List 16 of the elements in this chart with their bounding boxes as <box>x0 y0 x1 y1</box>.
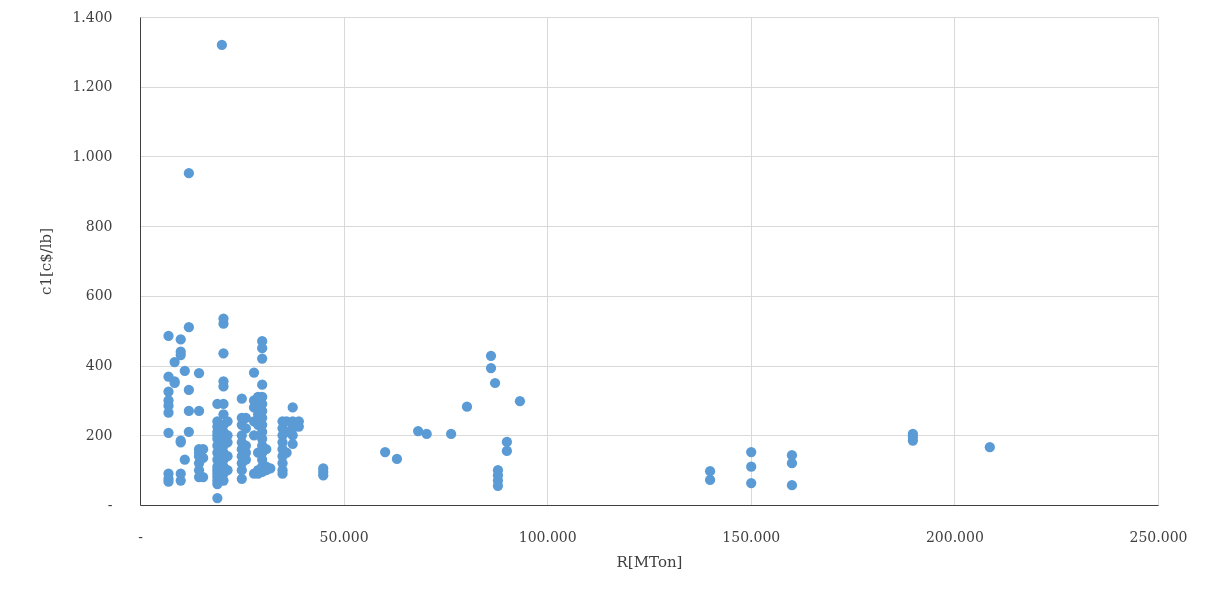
y-tick-label: 200 <box>85 426 113 443</box>
y-tick-label: 1.400 <box>72 8 113 25</box>
x-tick-label: 50.000 <box>319 528 369 545</box>
y-tick-label: 800 <box>85 217 113 234</box>
x-tick-label: 200.000 <box>925 528 984 545</box>
y-tick-label: - <box>107 496 113 513</box>
x-tick-label: - <box>138 528 144 545</box>
y-tick-label: 400 <box>85 357 113 374</box>
y-tick-label: 1.200 <box>72 78 113 95</box>
y-axis-title: c1[c$/lb] <box>37 227 56 296</box>
x-tick-label: 100.000 <box>518 528 577 545</box>
x-tick-label: 150.000 <box>722 528 781 545</box>
x-tick-label: 250.000 <box>1129 528 1188 545</box>
y-tick-label: 600 <box>85 287 113 304</box>
y-tick-label: 1.000 <box>72 147 113 164</box>
x-axis-title: R[MTon] <box>616 552 683 571</box>
